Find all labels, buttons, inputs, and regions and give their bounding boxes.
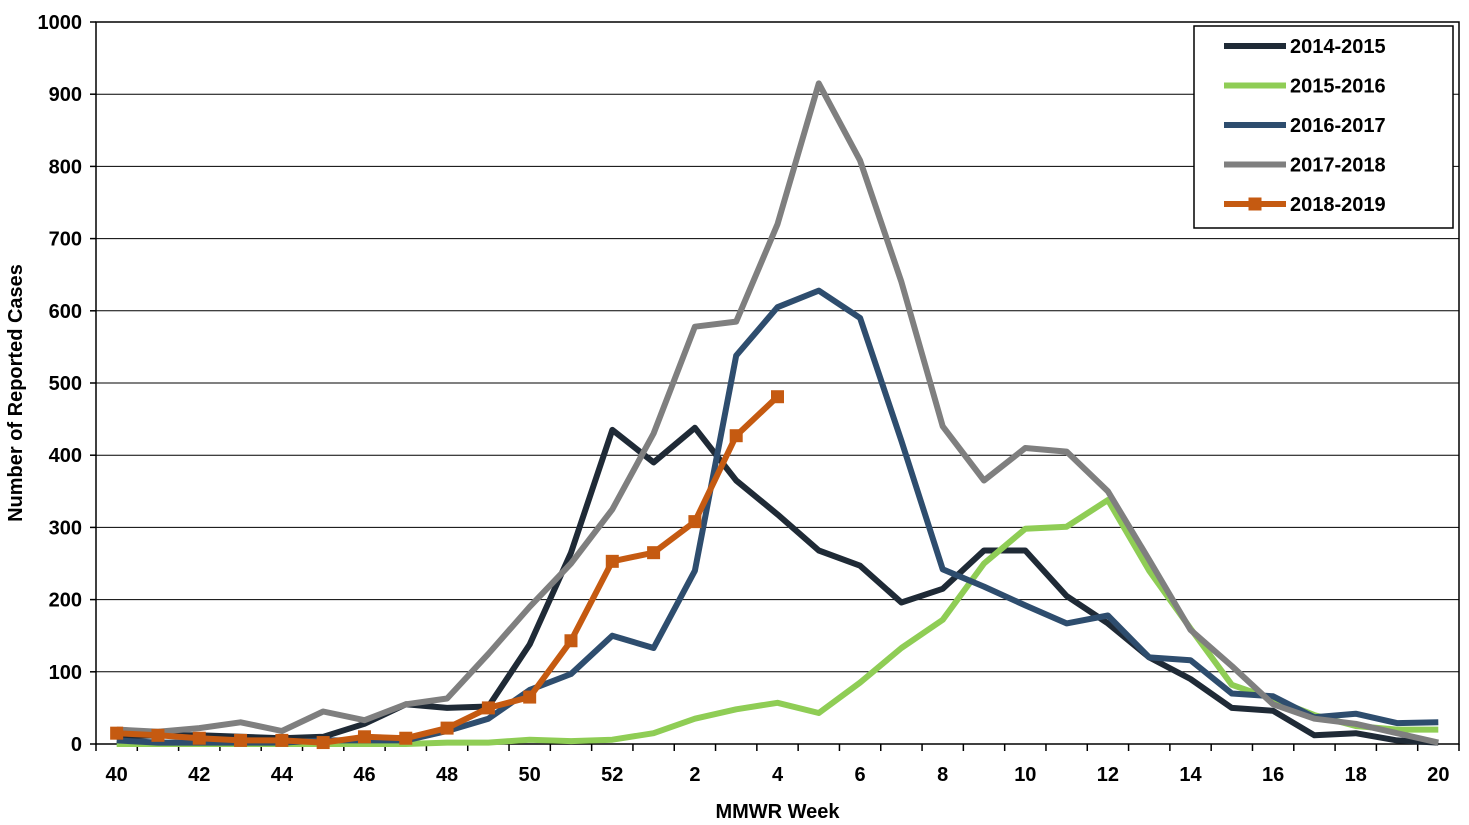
data-point-2018-2019 xyxy=(523,690,537,704)
x-tick-label: 52 xyxy=(601,764,623,786)
x-tick-label: 42 xyxy=(188,764,210,786)
data-point-2018-2019 xyxy=(605,554,619,568)
y-tick-label: 400 xyxy=(49,445,82,467)
legend-label-2014-2015: 2014-2015 xyxy=(1290,36,1386,58)
series-line-2017-2018 xyxy=(116,80,1439,746)
y-axis-title: Number of Reported Cases xyxy=(5,264,27,522)
y-tick-label: 500 xyxy=(49,373,82,395)
legend-label-2017-2018: 2017-2018 xyxy=(1290,155,1386,177)
data-point-2018-2019 xyxy=(275,733,289,747)
data-point-2018-2019 xyxy=(316,736,330,750)
x-tick-label: 4 xyxy=(772,764,784,786)
plot-frame xyxy=(95,21,1460,745)
y-tick-label: 0 xyxy=(71,734,82,756)
legend[interactable]: 2014-2015 2015-2016 2016-2017 2017-2018 2018… xyxy=(1193,25,1454,229)
data-point-2018-2019 xyxy=(110,726,124,740)
data-point-2018-2019 xyxy=(440,721,454,735)
x-tick-label: 2 xyxy=(689,764,700,786)
legend-marker-2018-2019 xyxy=(1248,197,1262,211)
series-line-2014-2015 xyxy=(116,424,1439,746)
data-point-2018-2019 xyxy=(151,728,165,742)
legend-label-2018-2019: 2018-2019 xyxy=(1290,194,1386,216)
y-tick-label: 200 xyxy=(49,590,82,612)
data-point-2018-2019 xyxy=(564,634,578,648)
x-tick-label: 12 xyxy=(1097,764,1119,786)
x-tick-label: 6 xyxy=(855,764,866,786)
x-tick-label: 14 xyxy=(1179,764,1202,786)
series-lines xyxy=(110,80,1439,750)
y-tick-label: 1000 xyxy=(38,12,83,34)
y-tick-label: 600 xyxy=(49,301,82,323)
y-tick-label: 900 xyxy=(49,84,82,106)
data-point-2018-2019 xyxy=(357,730,371,744)
data-point-2018-2019 xyxy=(481,701,495,715)
x-tick-label: 48 xyxy=(436,764,458,786)
data-point-2018-2019 xyxy=(729,429,743,443)
data-point-2018-2019 xyxy=(399,731,413,745)
x-tick-label: 10 xyxy=(1014,764,1036,786)
series-line-2015-2016 xyxy=(116,497,1439,747)
x-tick-label: 18 xyxy=(1345,764,1367,786)
data-point-2018-2019 xyxy=(647,546,661,560)
y-tick-label: 700 xyxy=(49,229,82,251)
series-line-2018-2019 xyxy=(116,394,780,746)
y-tick-label: 100 xyxy=(49,662,82,684)
x-tick-label: 46 xyxy=(353,764,375,786)
x-tick-label: 20 xyxy=(1427,764,1449,786)
x-tick-label: 16 xyxy=(1262,764,1284,786)
data-point-2018-2019 xyxy=(234,733,248,747)
x-tick-label: 40 xyxy=(106,764,128,786)
legend-label-2015-2016: 2015-2016 xyxy=(1290,76,1386,98)
data-point-2018-2019 xyxy=(771,390,784,404)
x-tick-label: 44 xyxy=(271,764,294,786)
x-axis-title: MMWR Week xyxy=(715,801,840,823)
y-tick-label: 800 xyxy=(49,156,82,178)
x-tick-label: 8 xyxy=(937,764,948,786)
legend-label-2016-2017: 2016-2017 xyxy=(1290,115,1386,137)
x-tick-label: 50 xyxy=(519,764,541,786)
data-point-2018-2019 xyxy=(192,731,206,745)
data-point-2018-2019 xyxy=(688,515,702,529)
y-tick-label: 300 xyxy=(49,517,82,539)
